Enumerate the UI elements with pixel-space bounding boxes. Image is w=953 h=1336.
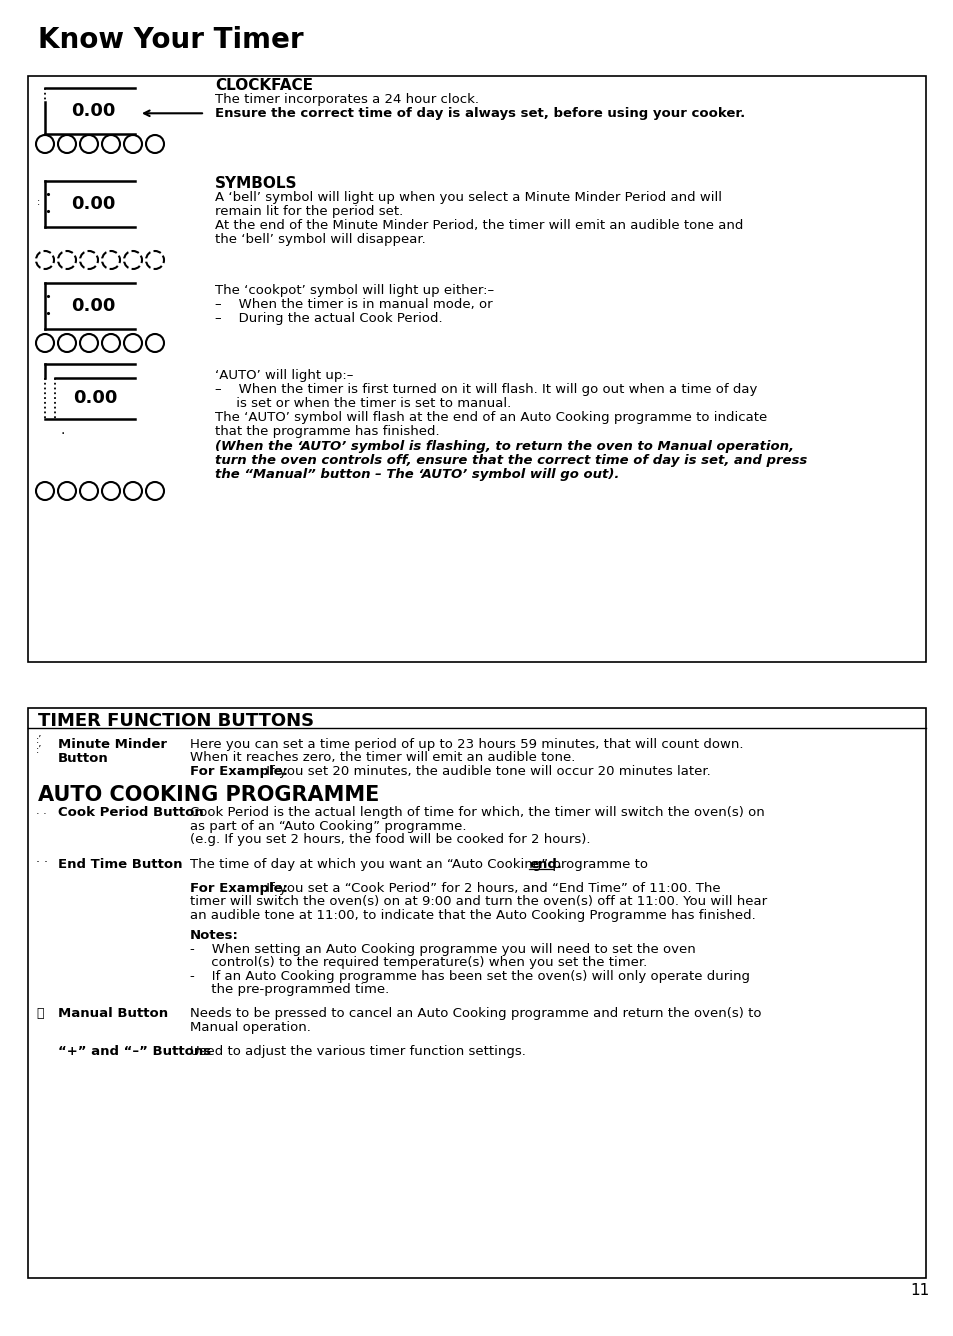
Text: Notes:: Notes:: [190, 929, 238, 942]
Text: end.: end.: [529, 858, 561, 871]
Text: 0.00: 0.00: [71, 297, 115, 315]
Circle shape: [102, 135, 120, 154]
Text: ⮨: ⮨: [36, 1007, 44, 1021]
Text: If you set a “Cook Period” for 2 hours, and “End Time” of 11:00. The: If you set a “Cook Period” for 2 hours, …: [262, 882, 720, 895]
Text: SYMBOLS: SYMBOLS: [214, 176, 297, 191]
Text: AUTO COOKING PROGRAMME: AUTO COOKING PROGRAMME: [38, 786, 379, 806]
Text: . .: . .: [36, 806, 47, 816]
Text: Button: Button: [58, 751, 109, 764]
Text: the ‘bell’ symbol will disappear.: the ‘bell’ symbol will disappear.: [214, 232, 425, 246]
Text: Manual operation.: Manual operation.: [190, 1021, 311, 1034]
Circle shape: [102, 334, 120, 351]
Circle shape: [124, 135, 142, 154]
Circle shape: [80, 251, 98, 269]
Circle shape: [36, 482, 54, 500]
Text: is set or when the timer is set to manual.: is set or when the timer is set to manua…: [214, 397, 511, 410]
Circle shape: [102, 482, 120, 500]
Text: Manual Button: Manual Button: [58, 1007, 168, 1021]
Text: “+” and “–” Buttons: “+” and “–” Buttons: [58, 1045, 211, 1058]
Circle shape: [146, 334, 164, 351]
Text: :’: :’: [36, 745, 42, 755]
Text: · ·: · ·: [36, 855, 48, 868]
Circle shape: [80, 334, 98, 351]
Text: –    During the actual Cook Period.: – During the actual Cook Period.: [214, 313, 442, 325]
Text: –    When the timer is in manual mode, or: – When the timer is in manual mode, or: [214, 298, 492, 311]
Text: Cook Period Button: Cook Period Button: [58, 806, 204, 819]
Circle shape: [36, 251, 54, 269]
Bar: [28, 708, 925, 1279]
Bar: [28, 76, 925, 663]
Text: At the end of the Minute Minder Period, the timer will emit an audible tone and: At the end of the Minute Minder Period, …: [214, 219, 742, 232]
Text: .: .: [61, 424, 65, 437]
Text: -    If an Auto Cooking programme has been set the oven(s) will only operate dur: - If an Auto Cooking programme has been …: [190, 970, 749, 982]
Circle shape: [36, 334, 54, 351]
Text: :: :: [37, 196, 41, 207]
Text: The ‘AUTO’ symbol will flash at the end of an Auto Cooking programme to indicate: The ‘AUTO’ symbol will flash at the end …: [214, 411, 766, 424]
Text: control(s) to the required temperature(s) when you set the timer.: control(s) to the required temperature(s…: [190, 957, 646, 969]
Text: an audible tone at 11:00, to indicate that the Auto Cooking Programme has finish: an audible tone at 11:00, to indicate th…: [190, 908, 755, 922]
Text: (When the ‘AUTO’ symbol is flashing, to return the oven to Manual operation,: (When the ‘AUTO’ symbol is flashing, to …: [214, 440, 793, 453]
Text: The time of day at which you want an “Auto Cooking” programme to: The time of day at which you want an “Au…: [190, 858, 652, 871]
Text: –    When the timer is first turned on it will flash. It will go out when a time: – When the timer is first turned on it w…: [214, 383, 757, 395]
Text: TIMER FUNCTION BUTTONS: TIMER FUNCTION BUTTONS: [38, 712, 314, 729]
Text: :’: :’: [36, 735, 42, 745]
Text: Minute Minder: Minute Minder: [58, 737, 167, 751]
Text: CLOCKFACE: CLOCKFACE: [214, 77, 313, 94]
Circle shape: [124, 251, 142, 269]
Circle shape: [124, 482, 142, 500]
Circle shape: [58, 251, 76, 269]
Circle shape: [124, 334, 142, 351]
Text: The timer incorporates a 24 hour clock.: The timer incorporates a 24 hour clock.: [214, 94, 478, 106]
Text: For Example:: For Example:: [190, 766, 288, 778]
Circle shape: [146, 482, 164, 500]
Text: remain lit for the period set.: remain lit for the period set.: [214, 204, 403, 218]
Text: The ‘cookpot’ symbol will light up either:–: The ‘cookpot’ symbol will light up eithe…: [214, 285, 494, 297]
Text: that the programme has finished.: that the programme has finished.: [214, 425, 439, 438]
Circle shape: [58, 334, 76, 351]
Text: If you set 20 minutes, the audible tone will occur 20 minutes later.: If you set 20 minutes, the audible tone …: [262, 766, 710, 778]
Text: (e.g. If you set 2 hours, the food will be cooked for 2 hours).: (e.g. If you set 2 hours, the food will …: [190, 834, 590, 846]
Circle shape: [102, 251, 120, 269]
Text: the “Manual” button – The ‘AUTO’ symbol will go out).: the “Manual” button – The ‘AUTO’ symbol …: [214, 468, 618, 481]
Text: A ‘bell’ symbol will light up when you select a Minute Minder Period and will: A ‘bell’ symbol will light up when you s…: [214, 191, 721, 204]
Text: Know Your Timer: Know Your Timer: [38, 25, 303, 53]
Text: -    When setting an Auto Cooking programme you will need to set the oven: - When setting an Auto Cooking programme…: [190, 943, 695, 955]
Circle shape: [80, 135, 98, 154]
Circle shape: [58, 135, 76, 154]
Text: turn the oven controls off, ensure that the correct time of day is set, and pres: turn the oven controls off, ensure that …: [214, 454, 806, 468]
Text: 0.00: 0.00: [72, 389, 117, 407]
Text: When it reaches zero, the timer will emit an audible tone.: When it reaches zero, the timer will emi…: [190, 751, 575, 764]
Text: 0.00: 0.00: [71, 195, 115, 212]
Text: Needs to be pressed to cancel an Auto Cooking programme and return the oven(s) t: Needs to be pressed to cancel an Auto Co…: [190, 1007, 760, 1021]
Text: ‘AUTO’ will light up:–: ‘AUTO’ will light up:–: [214, 369, 353, 382]
Circle shape: [36, 135, 54, 154]
Text: End Time Button: End Time Button: [58, 858, 182, 871]
Circle shape: [146, 135, 164, 154]
Text: Ensure the correct time of day is always set, before using your cooker.: Ensure the correct time of day is always…: [214, 107, 744, 120]
Text: Used to adjust the various timer function settings.: Used to adjust the various timer functio…: [190, 1045, 525, 1058]
Text: 11: 11: [910, 1283, 929, 1299]
Text: the pre-programmed time.: the pre-programmed time.: [190, 983, 389, 997]
Circle shape: [80, 482, 98, 500]
Text: Here you can set a time period of up to 23 hours 59 minutes, that will count dow: Here you can set a time period of up to …: [190, 737, 742, 751]
Text: For Example:: For Example:: [190, 882, 288, 895]
Circle shape: [146, 251, 164, 269]
Text: Cook Period is the actual length of time for which, the timer will switch the ov: Cook Period is the actual length of time…: [190, 806, 764, 819]
Text: as part of an “Auto Cooking” programme.: as part of an “Auto Cooking” programme.: [190, 820, 466, 832]
Text: 0.00: 0.00: [71, 102, 115, 120]
Circle shape: [58, 482, 76, 500]
Text: timer will switch the oven(s) on at 9:00 and turn the oven(s) off at 11:00. You : timer will switch the oven(s) on at 9:00…: [190, 895, 766, 908]
